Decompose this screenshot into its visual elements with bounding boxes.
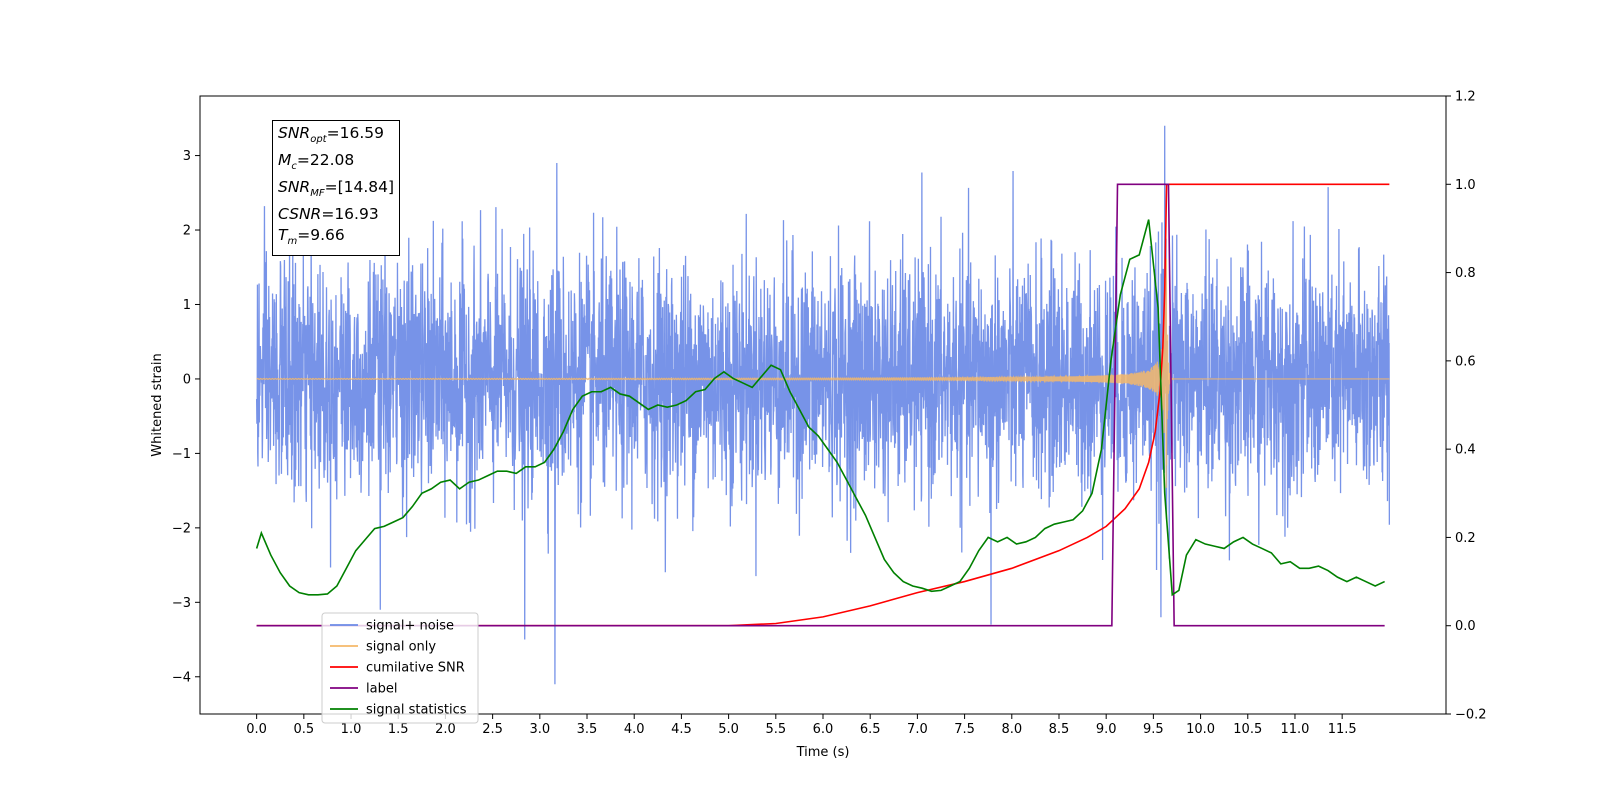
legend: signal+ noise signal only cumilative SNR la… bbox=[321, 612, 479, 724]
x-tick-label: 5.5 bbox=[765, 722, 786, 737]
x-tick-label: 3.0 bbox=[529, 722, 550, 737]
stats-snr-opt: SNRopt=16.59 bbox=[278, 124, 384, 146]
y-left-tick-label: −4 bbox=[172, 670, 191, 685]
series-signal-noise-line bbox=[255, 125, 1391, 685]
plot-area bbox=[255, 125, 1391, 685]
legend-label: label bbox=[366, 682, 397, 697]
y-left-tick-label: 3 bbox=[183, 149, 191, 164]
y-right-tick-label: 1.2 bbox=[1455, 90, 1476, 105]
y-right-tick-label: −0.2 bbox=[1455, 708, 1487, 723]
x-tick-label: 9.0 bbox=[1096, 722, 1117, 737]
x-tick-label: 6.5 bbox=[860, 722, 881, 737]
x-tick-label: 1.0 bbox=[341, 722, 362, 737]
series-signal-only-line bbox=[256, 258, 1390, 488]
stats-tm: Tm=9.66 bbox=[278, 226, 345, 248]
x-tick-label: 4.0 bbox=[624, 722, 645, 737]
x-tick-label: 11.5 bbox=[1328, 722, 1357, 737]
x-tick-label: 2.5 bbox=[482, 722, 503, 737]
series-cumulative-snr-line bbox=[256, 183, 1390, 627]
x-tick-label: 2.0 bbox=[435, 722, 456, 737]
stats-box: SNRopt=16.59 Mc=22.08 SNRMF=[14.84] CSNR… bbox=[272, 120, 401, 257]
series-label-line bbox=[256, 183, 1385, 627]
x-tick-label: 4.5 bbox=[671, 722, 692, 737]
y-right-tick-label: 0.2 bbox=[1455, 531, 1476, 546]
x-axis-title: Time (s) bbox=[796, 745, 850, 760]
y-left-tick-label: −2 bbox=[172, 521, 191, 536]
x-tick-label: 0.0 bbox=[246, 722, 267, 737]
x-tick-label: 5.0 bbox=[718, 722, 739, 737]
stats-mc: Mc=22.08 bbox=[278, 151, 355, 173]
x-tick-label: 10.0 bbox=[1186, 722, 1215, 737]
y-right-tick-label: 0.6 bbox=[1455, 354, 1476, 369]
x-tick-label: 6.0 bbox=[813, 722, 834, 737]
y-right-tick-label: 1.0 bbox=[1455, 178, 1476, 193]
series-signal-statistics-line bbox=[255, 219, 1385, 597]
legend-label: signal only bbox=[366, 640, 436, 655]
x-tick-label: 9.5 bbox=[1143, 722, 1164, 737]
stats-snr-mf: SNRMF=[14.84] bbox=[278, 178, 395, 200]
x-tick-label: 8.0 bbox=[1001, 722, 1022, 737]
y-left-tick-label: 1 bbox=[183, 298, 191, 313]
axes: 0.0 0.5 1.0 1.5 2.0 2.5 3.0 3.5 4.0 4.5 5.0 5.5 6.0 6… bbox=[150, 90, 1487, 761]
y-right-tick-label: 0.8 bbox=[1455, 266, 1476, 281]
x-tick-label: 10.5 bbox=[1233, 722, 1262, 737]
legend-label: signal statistics bbox=[366, 703, 467, 718]
y-left-axis-title: Whitened strain bbox=[150, 353, 165, 456]
stats-csnr: CSNR=16.93 bbox=[278, 205, 379, 224]
x-tick-label: 7.0 bbox=[907, 722, 928, 737]
legend-label: signal+ noise bbox=[366, 619, 454, 634]
x-tick-label: 7.5 bbox=[954, 722, 975, 737]
legend-frame bbox=[321, 612, 479, 724]
x-tick-label: 3.5 bbox=[577, 722, 598, 737]
x-tick-label: 8.5 bbox=[1049, 722, 1070, 737]
x-tick-label: 0.5 bbox=[293, 722, 314, 737]
x-tick-label: 1.5 bbox=[388, 722, 409, 737]
y-right-tick-label: 0.0 bbox=[1455, 619, 1476, 634]
y-left-tick-label: −1 bbox=[172, 447, 191, 462]
legend-label: cumilative SNR bbox=[366, 661, 465, 676]
y-left-tick-label: 2 bbox=[183, 224, 191, 239]
y-left-tick-label: −3 bbox=[172, 596, 191, 611]
x-tick-label: 11.0 bbox=[1280, 722, 1309, 737]
y-left-tick-label: 0 bbox=[183, 372, 191, 387]
y-right-tick-label: 0.4 bbox=[1455, 443, 1476, 458]
